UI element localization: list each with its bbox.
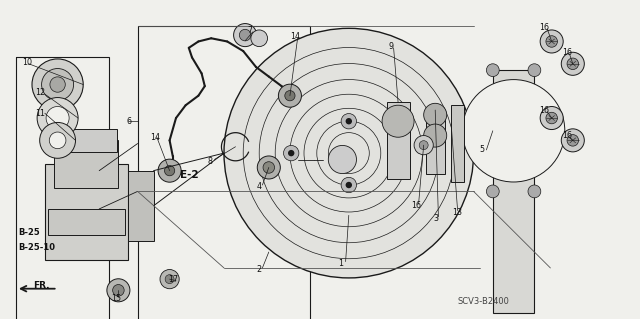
Text: SCV3-B2400: SCV3-B2400 [458, 297, 509, 306]
Circle shape [263, 162, 275, 173]
Text: 14: 14 [150, 133, 160, 142]
Circle shape [341, 177, 356, 193]
Text: 5: 5 [479, 145, 484, 154]
Circle shape [561, 52, 584, 75]
Circle shape [328, 145, 356, 174]
Circle shape [165, 275, 174, 284]
Circle shape [284, 145, 299, 161]
Circle shape [546, 112, 557, 124]
Text: 4: 4 [257, 182, 262, 191]
Circle shape [288, 150, 294, 156]
Bar [45, 164, 128, 260]
Circle shape [419, 141, 428, 150]
Circle shape [239, 29, 251, 41]
Circle shape [486, 185, 499, 198]
Text: FR.: FR. [33, 281, 50, 290]
Circle shape [164, 166, 175, 176]
Circle shape [341, 114, 356, 129]
Circle shape [257, 156, 280, 179]
Circle shape [463, 79, 565, 182]
Bar [48, 209, 125, 234]
Bar [54, 140, 118, 188]
Text: 10: 10 [22, 58, 32, 67]
Bar [387, 102, 410, 179]
Circle shape [46, 107, 69, 130]
Text: 16: 16 [562, 131, 572, 140]
Circle shape [285, 91, 295, 101]
Circle shape [486, 64, 499, 77]
Circle shape [278, 84, 301, 107]
Circle shape [32, 59, 83, 110]
Text: 16: 16 [540, 106, 550, 115]
Circle shape [528, 64, 541, 77]
Circle shape [113, 285, 124, 296]
Circle shape [40, 122, 76, 158]
Circle shape [528, 185, 541, 198]
Bar [426, 110, 445, 174]
Circle shape [414, 136, 433, 155]
Text: 16: 16 [562, 48, 572, 57]
Text: 13: 13 [452, 208, 462, 217]
Text: 12: 12 [35, 88, 45, 97]
Circle shape [50, 77, 65, 92]
Circle shape [37, 98, 78, 138]
Circle shape [107, 279, 130, 302]
Text: 1: 1 [339, 259, 344, 268]
Text: 9: 9 [388, 42, 394, 51]
Text: 17: 17 [168, 275, 179, 284]
Circle shape [540, 107, 563, 130]
Text: 16: 16 [412, 201, 422, 210]
Bar [128, 171, 154, 241]
Circle shape [346, 118, 352, 124]
Circle shape [382, 105, 414, 137]
Circle shape [540, 30, 563, 53]
Circle shape [546, 36, 557, 47]
Circle shape [160, 270, 179, 289]
Text: 3: 3 [433, 214, 438, 223]
Text: E-2: E-2 [180, 170, 199, 180]
Circle shape [224, 28, 474, 278]
Circle shape [567, 58, 579, 70]
Circle shape [158, 159, 181, 182]
Circle shape [251, 30, 268, 47]
Bar [493, 70, 534, 313]
Text: B-25-10: B-25-10 [18, 243, 55, 252]
Bar [56, 129, 117, 152]
Bar [451, 105, 464, 182]
Circle shape [346, 182, 352, 188]
Circle shape [234, 24, 257, 47]
Circle shape [42, 69, 74, 100]
Text: 15: 15 [111, 294, 122, 303]
Text: 2: 2 [256, 265, 261, 274]
Text: B-25: B-25 [18, 228, 40, 237]
Text: 11: 11 [35, 109, 45, 118]
Circle shape [424, 124, 447, 147]
Circle shape [567, 135, 579, 146]
Text: 14: 14 [291, 32, 301, 41]
Text: 8: 8 [208, 157, 213, 166]
Text: 7: 7 [248, 26, 253, 35]
Text: 6: 6 [127, 117, 132, 126]
Circle shape [424, 103, 447, 126]
Circle shape [561, 129, 584, 152]
Bar [138, 26, 310, 319]
Text: 16: 16 [540, 23, 550, 32]
Bar [16, 57, 109, 319]
Circle shape [49, 132, 66, 149]
